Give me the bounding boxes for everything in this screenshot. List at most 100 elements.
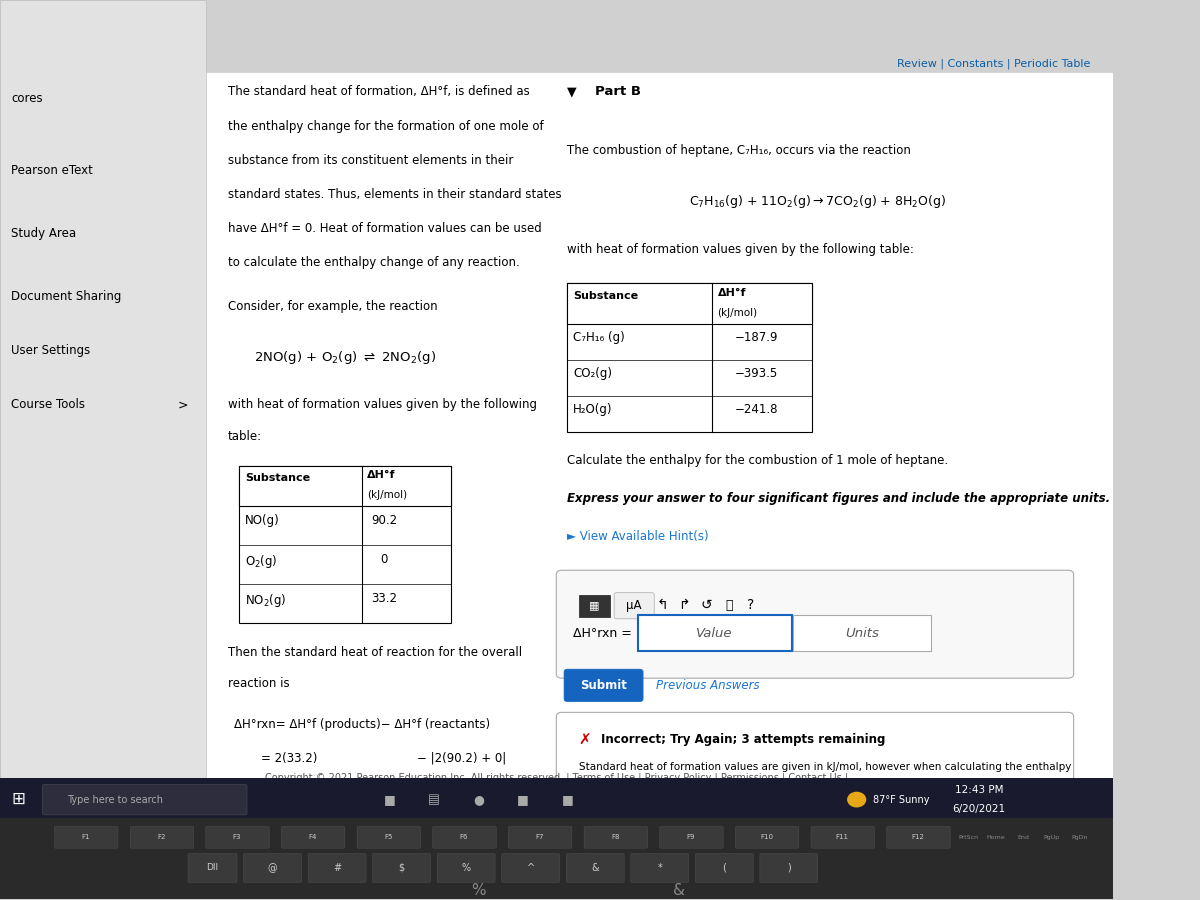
- Text: = −114 kJ: = −114 kJ: [262, 782, 322, 796]
- FancyBboxPatch shape: [130, 826, 193, 848]
- Bar: [568, 284, 812, 324]
- Text: Submit: Submit: [580, 679, 628, 692]
- Text: F6: F6: [460, 834, 468, 841]
- Text: μA: μA: [626, 598, 642, 612]
- FancyBboxPatch shape: [373, 853, 431, 882]
- FancyBboxPatch shape: [631, 853, 689, 882]
- Text: ■: ■: [517, 793, 529, 806]
- Text: 6/20/2021: 6/20/2021: [953, 805, 1006, 814]
- FancyBboxPatch shape: [557, 571, 1074, 679]
- FancyBboxPatch shape: [566, 853, 624, 882]
- Text: F10: F10: [760, 834, 773, 841]
- Text: *: *: [658, 863, 662, 873]
- FancyBboxPatch shape: [584, 826, 648, 848]
- FancyBboxPatch shape: [614, 593, 654, 619]
- Text: F3: F3: [233, 834, 241, 841]
- Text: @: @: [268, 863, 277, 873]
- Text: F12: F12: [912, 834, 924, 841]
- Text: Type here to search: Type here to search: [67, 795, 163, 805]
- Text: Substance: Substance: [572, 291, 638, 301]
- Text: %: %: [462, 863, 470, 873]
- Text: (kJ/mol): (kJ/mol): [718, 308, 757, 318]
- FancyBboxPatch shape: [42, 784, 247, 814]
- FancyBboxPatch shape: [760, 853, 817, 882]
- Text: ↰: ↰: [656, 598, 667, 612]
- Text: the final units should be in kJ.: the final units should be in kJ.: [578, 842, 733, 853]
- Text: with heat of formation values given by the following table:: with heat of formation values given by t…: [568, 243, 914, 256]
- Text: ▦: ▦: [589, 600, 599, 610]
- Text: reaction is: reaction is: [228, 678, 289, 690]
- Bar: [206, 72, 1118, 791]
- Text: ΔH°rxn =: ΔH°rxn =: [572, 626, 632, 640]
- Text: 90.2: 90.2: [371, 514, 397, 526]
- Text: ■: ■: [384, 793, 395, 806]
- Text: Units: Units: [845, 626, 880, 640]
- FancyBboxPatch shape: [557, 712, 1074, 896]
- Text: 12:43 PM: 12:43 PM: [955, 785, 1003, 795]
- Text: NO(g): NO(g): [245, 514, 280, 526]
- Text: Express your answer to four significant figures and include the appropriate unit: Express your answer to four significant …: [568, 492, 1110, 505]
- FancyBboxPatch shape: [564, 670, 643, 702]
- Circle shape: [847, 792, 865, 806]
- Text: 87°F Sunny: 87°F Sunny: [874, 795, 930, 805]
- Text: The standard heat of formation, ΔH°f, is defined as: The standard heat of formation, ΔH°f, is…: [228, 86, 530, 98]
- FancyBboxPatch shape: [637, 616, 792, 652]
- Text: Standard heat of formation values are given in kJ/mol, however when calculating : Standard heat of formation values are gi…: [578, 761, 1070, 772]
- FancyBboxPatch shape: [502, 853, 559, 882]
- FancyBboxPatch shape: [736, 826, 799, 848]
- FancyBboxPatch shape: [887, 826, 950, 848]
- Text: F2: F2: [157, 834, 166, 841]
- FancyBboxPatch shape: [811, 826, 875, 848]
- Text: Calculate the enthalpy for the combustion of 1 mole of heptane.: Calculate the enthalpy for the combustio…: [568, 454, 948, 467]
- Text: C₇H₁₆ (g): C₇H₁₆ (g): [572, 331, 625, 344]
- Text: &: &: [592, 863, 599, 873]
- Text: P: P: [590, 863, 600, 877]
- Text: $: $: [398, 863, 404, 873]
- Text: −241.8: −241.8: [734, 403, 779, 416]
- Text: = 2(33.2): = 2(33.2): [262, 752, 318, 765]
- FancyBboxPatch shape: [206, 826, 269, 848]
- Text: ●: ●: [473, 793, 484, 806]
- FancyBboxPatch shape: [244, 853, 301, 882]
- FancyBboxPatch shape: [660, 826, 724, 848]
- Text: the chemical equation. This coefficient represent the number of moles of each co: the chemical equation. This coefficient …: [578, 815, 1076, 826]
- FancyBboxPatch shape: [793, 616, 931, 652]
- Text: %: %: [472, 883, 486, 898]
- Text: User Settings: User Settings: [11, 345, 90, 357]
- Text: ↱: ↱: [678, 598, 690, 612]
- FancyBboxPatch shape: [509, 826, 572, 848]
- Text: standard states. Thus, elements in their standard states: standard states. Thus, elements in their…: [228, 188, 562, 201]
- Bar: [568, 284, 812, 432]
- FancyBboxPatch shape: [358, 826, 420, 848]
- Text: ΔH°f: ΔH°f: [367, 471, 396, 481]
- Text: F11: F11: [835, 834, 848, 841]
- Text: &: &: [673, 883, 685, 898]
- Text: ΔH°f: ΔH°f: [718, 288, 746, 298]
- FancyBboxPatch shape: [433, 826, 497, 848]
- Text: ^: ^: [527, 863, 535, 873]
- Text: O$_2$(g): O$_2$(g): [245, 553, 277, 570]
- Text: substance from its constituent elements in their: substance from its constituent elements …: [228, 154, 514, 166]
- Text: 0: 0: [380, 553, 388, 565]
- Bar: [239, 466, 450, 624]
- Text: (kJ/mol): (kJ/mol): [367, 491, 407, 500]
- Text: of combustion for a specific reaction you must multiply each formation value by : of combustion for a specific reaction yo…: [578, 788, 1090, 799]
- Text: ✗: ✗: [578, 733, 592, 748]
- Text: PgUp: PgUp: [1043, 835, 1060, 840]
- Text: with heat of formation values given by the following: with heat of formation values given by t…: [228, 399, 538, 411]
- Text: −187.9: −187.9: [734, 331, 779, 344]
- Text: C$_7$H$_{16}$(g) + 11O$_2$(g)$\rightarrow$7CO$_2$(g) + 8H$_2$O(g): C$_7$H$_{16}$(g) + 11O$_2$(g)$\rightarro…: [689, 194, 947, 211]
- Text: PgDn: PgDn: [1070, 835, 1087, 840]
- Text: 33.2: 33.2: [371, 591, 397, 605]
- Text: F5: F5: [384, 834, 392, 841]
- FancyBboxPatch shape: [695, 853, 754, 882]
- Text: #: #: [334, 863, 341, 873]
- Text: DII: DII: [206, 863, 218, 872]
- Text: The combustion of heptane, C₇H₁₆, occurs via the reaction: The combustion of heptane, C₇H₁₆, occurs…: [568, 144, 911, 157]
- Text: Document Sharing: Document Sharing: [11, 291, 121, 303]
- Text: ⎕: ⎕: [725, 598, 732, 612]
- Text: Previous Answers: Previous Answers: [656, 679, 760, 692]
- Bar: [0, 0, 206, 791]
- Text: H₂O(g): H₂O(g): [572, 403, 612, 416]
- FancyBboxPatch shape: [578, 595, 610, 617]
